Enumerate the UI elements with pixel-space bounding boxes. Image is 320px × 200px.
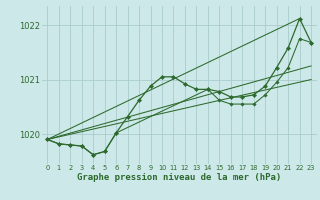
X-axis label: Graphe pression niveau de la mer (hPa): Graphe pression niveau de la mer (hPa) xyxy=(77,173,281,182)
